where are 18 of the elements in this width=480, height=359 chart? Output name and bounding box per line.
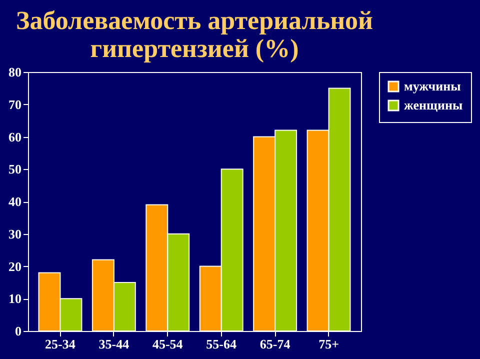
y-tick-label: 60 bbox=[8, 129, 22, 144]
y-tick-label: 10 bbox=[8, 291, 22, 306]
x-tick-label: 25-34 bbox=[45, 336, 76, 352]
x-tick-label: 55-64 bbox=[206, 336, 238, 352]
y-tick-label: 0 bbox=[15, 324, 22, 338]
x-tick-label: 45-54 bbox=[152, 336, 184, 352]
y-tick-label: 40 bbox=[8, 194, 22, 209]
y-tick-label: 70 bbox=[8, 96, 22, 112]
y-tick-label: 80 bbox=[8, 64, 22, 80]
x-tick-label: 35-44 bbox=[98, 336, 130, 352]
y-tick-label: 30 bbox=[8, 226, 22, 242]
chart-title: Заболеваемость артериальной гипертензией (%) bbox=[16, 6, 374, 63]
legend-label: женщины bbox=[404, 98, 463, 112]
y-tick-label: 20 bbox=[8, 258, 22, 274]
legend-label: мужчины bbox=[404, 78, 461, 94]
y-tick-label: 50 bbox=[8, 162, 22, 177]
x-tick-label: 65-74 bbox=[260, 336, 291, 352]
x-tick-label: 75+ bbox=[318, 336, 339, 352]
